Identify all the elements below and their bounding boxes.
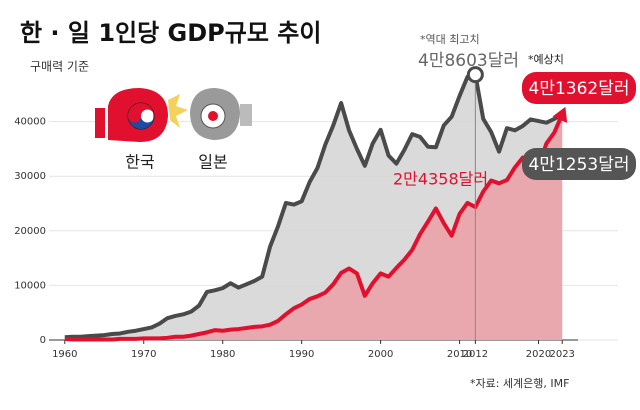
annotation: *역대 최고치 (420, 33, 480, 46)
label-box (522, 148, 636, 180)
y-tick-label: 40000 (14, 117, 46, 128)
y-tick-label: 10000 (14, 280, 46, 291)
legend-label: 한국 (125, 153, 154, 172)
y-tick-label: 0 (40, 335, 46, 346)
y-tick-label: 30000 (14, 171, 46, 182)
annotation: 2만4358달러 (393, 170, 488, 189)
x-tick-label: 1970 (131, 349, 156, 360)
x-tick-label: 1980 (210, 349, 235, 360)
flag-mark (128, 103, 154, 123)
x-tick-label: 1990 (289, 349, 314, 360)
annotation: 4만1253달러 (529, 155, 630, 175)
x-tick-label: 2010 (447, 349, 472, 360)
x-tick-label: 2020 (526, 349, 551, 360)
annotation: 4만8603달러 (418, 51, 519, 71)
label-box (522, 72, 636, 104)
annotation: *예상치 (528, 53, 564, 66)
glove-cuff (240, 104, 252, 126)
peak-marker (466, 66, 484, 84)
x-tick-label: 2000 (368, 349, 393, 360)
glove-cuff (95, 108, 105, 138)
annotation: 4만1362달러 (529, 79, 630, 99)
legend-label: 일본 (198, 153, 227, 172)
chart-title: 한 · 일 1인당 GDP규모 추이 (20, 19, 321, 47)
korea-icon (95, 88, 188, 142)
flag-mark (208, 111, 218, 121)
line (64, 72, 564, 340)
arrow-head (552, 106, 568, 123)
x-tick-label: 1960 (52, 349, 77, 360)
line (64, 113, 565, 342)
subtitle: 구매력 기준 (30, 60, 89, 74)
source: *자료: 세계은행, IMF (470, 377, 569, 390)
x-tick-label: 2012 (463, 349, 488, 360)
area (64, 114, 563, 340)
x-tick-label: 2023 (549, 349, 574, 360)
y-tick-label: 20000 (14, 226, 46, 237)
japan-icon (190, 88, 252, 140)
impact (168, 94, 188, 128)
plot (64, 66, 568, 342)
